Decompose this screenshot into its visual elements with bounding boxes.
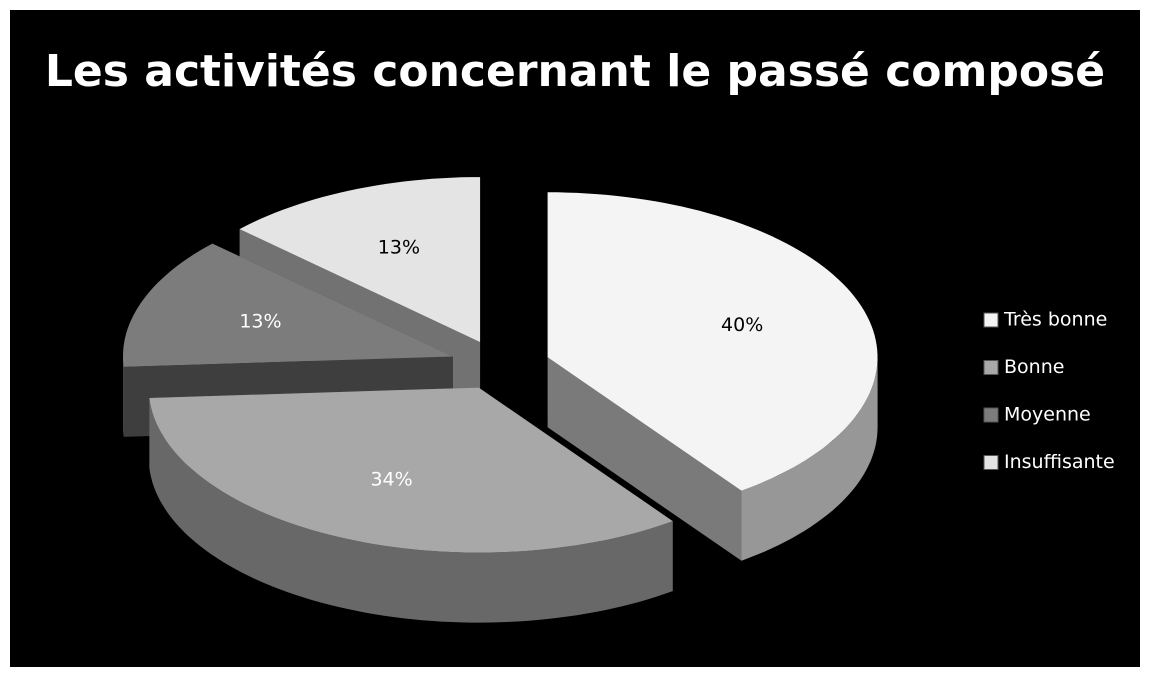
data-label: 13%: [239, 310, 281, 332]
data-label: 40%: [721, 314, 763, 336]
chart-title: Les activités concernant le passé compos…: [45, 46, 1105, 97]
slice-side: [741, 357, 878, 561]
slice-top: [547, 192, 878, 491]
legend-swatch: [983, 407, 999, 423]
slice: 34%: [149, 387, 673, 623]
slice-top: [149, 387, 673, 553]
legend-label: Insuffisante: [1004, 451, 1115, 473]
slice: 40%: [547, 192, 878, 561]
legend-label: Moyenne: [1004, 404, 1091, 426]
data-label: 13%: [378, 237, 420, 259]
legend-swatch: [983, 312, 999, 328]
data-label: 34%: [370, 469, 412, 491]
slice-side: [123, 356, 124, 437]
legend-label: Très bonne: [1003, 309, 1107, 331]
legend-swatch: [983, 455, 999, 470]
slice-top: [239, 177, 481, 343]
slice-top: [123, 243, 453, 367]
slice-wall: [547, 357, 742, 561]
slice-side: [149, 398, 673, 623]
legend-label: Bonne: [1004, 356, 1064, 378]
legend-swatch: [983, 360, 999, 375]
